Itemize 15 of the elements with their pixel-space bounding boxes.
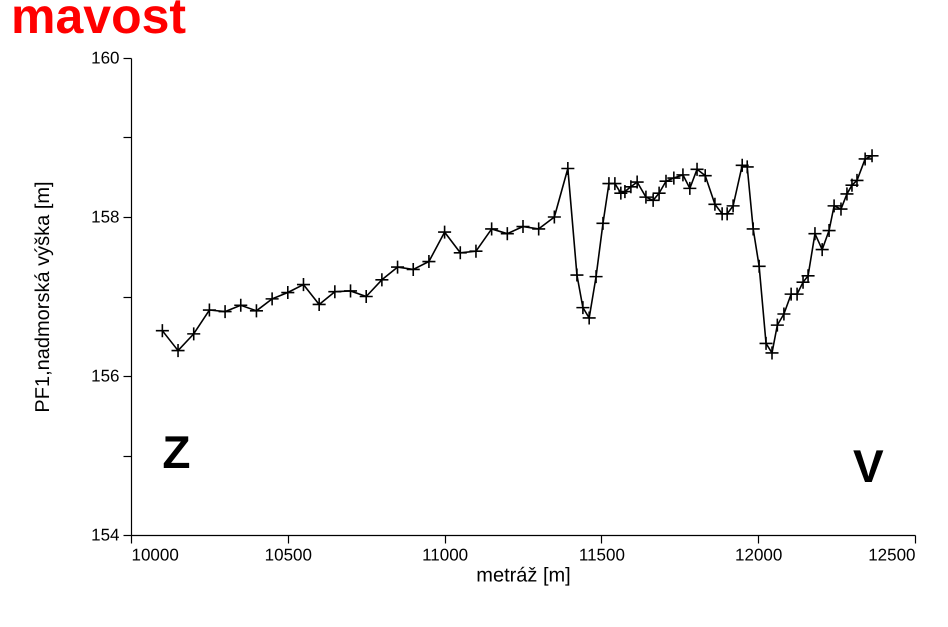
y-tick-label: 158: [91, 208, 120, 226]
y-tick-label: 156: [91, 366, 120, 386]
y-tick-label: 154: [91, 526, 120, 544]
x-tick-label: 12000: [735, 546, 782, 564]
x-tick-label: 12500: [868, 546, 916, 564]
x-axis-title: metráž [m]: [476, 564, 571, 586]
annotation: V: [852, 440, 884, 492]
y-axis-title: PF1,nadmorská výška [m]: [32, 181, 54, 413]
x-tick-label: 11000: [422, 546, 468, 564]
x-tick-label: 11500: [578, 546, 625, 564]
chart-title: mavost: [11, 0, 186, 44]
y-tick-label: 160: [91, 48, 120, 68]
x-tick-label: 10000: [132, 546, 179, 564]
annotation: Z: [162, 426, 190, 478]
x-tick-label: 10500: [264, 546, 312, 564]
